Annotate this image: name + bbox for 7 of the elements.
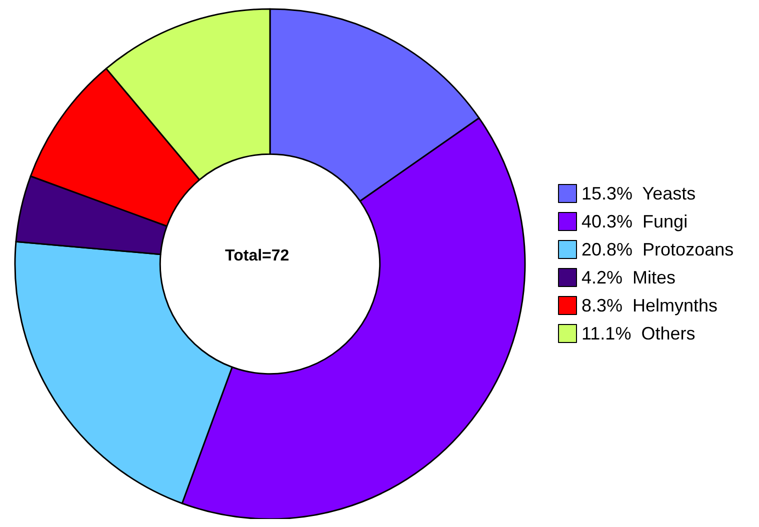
text: Total=72 (225, 248, 290, 264)
legend-label: 8.3% Helmynths (582, 296, 718, 316)
legend-label: 15.3% Yeasts (582, 184, 696, 204)
legend-label: 40.3% Fungi (582, 212, 688, 232)
legend-label: 11.1% Others (582, 324, 696, 344)
legend-label: 20.8% Protozoans (582, 240, 734, 260)
legend-label: 4.2% Mites (582, 268, 676, 288)
